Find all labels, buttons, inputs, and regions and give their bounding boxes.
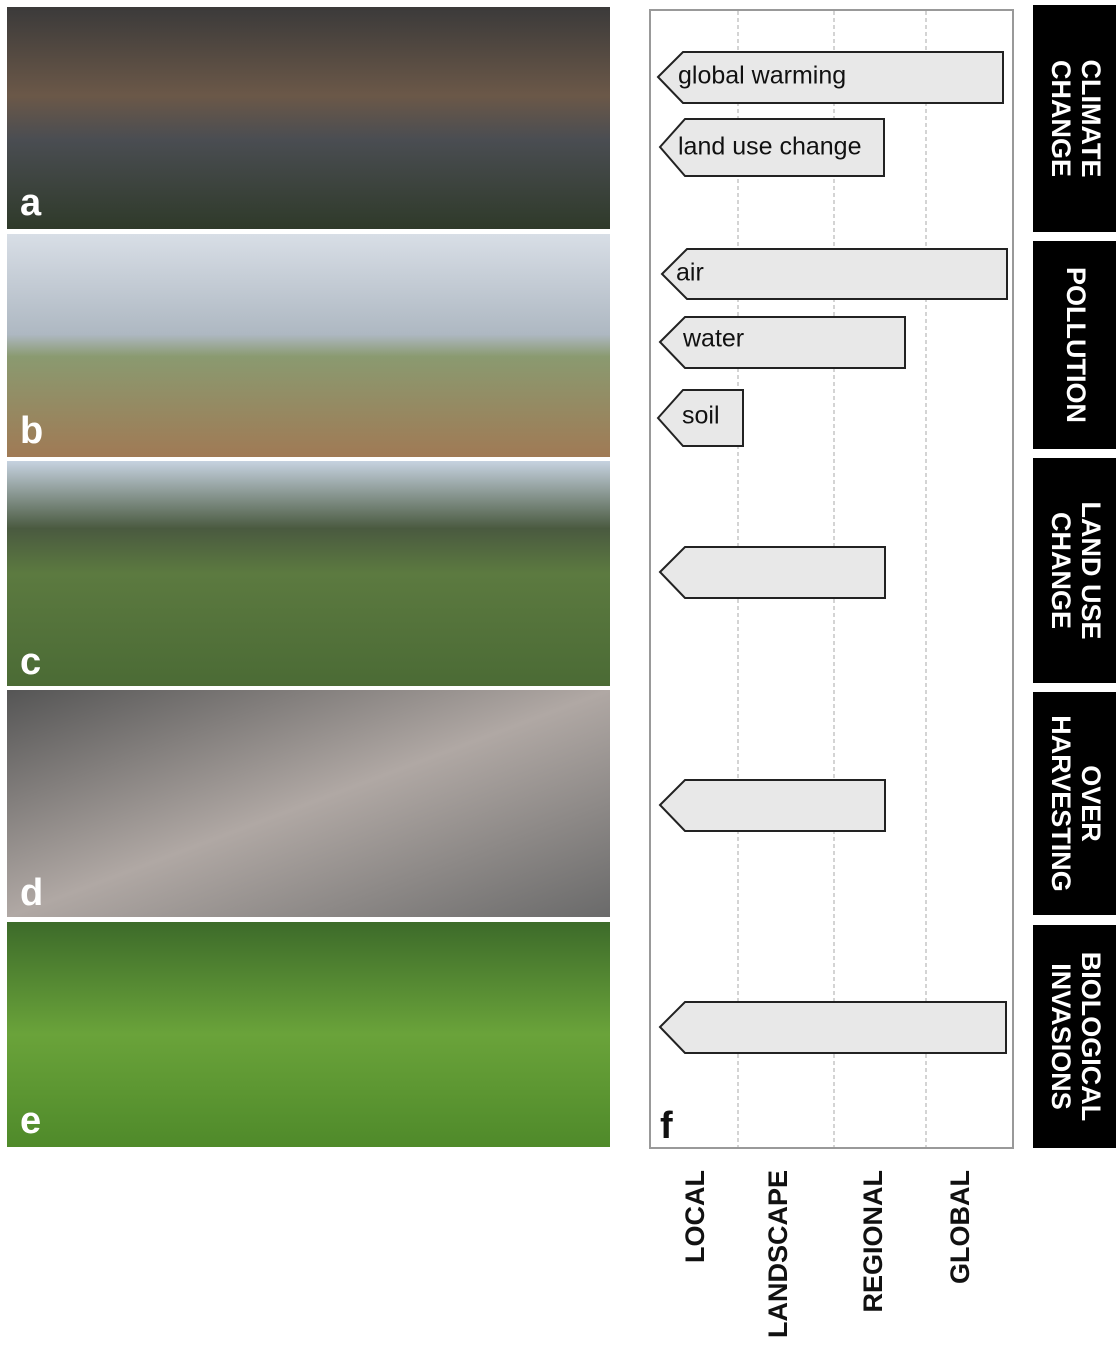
driver-label: POLLUTION [1061, 267, 1091, 423]
panel-label: f [660, 1105, 673, 1147]
arrow [658, 1001, 1007, 1054]
driver-label: INVASIONS [1046, 963, 1076, 1110]
arrow [658, 546, 886, 599]
driver-label: OVER [1076, 765, 1106, 842]
driver-label: CLIMATE [1076, 60, 1106, 178]
driver-box [1033, 241, 1116, 449]
driver-label: HARVESTING [1046, 715, 1076, 892]
driver-label: CHANGE [1046, 512, 1076, 629]
panel-label: b [20, 410, 43, 452]
arrow [656, 389, 744, 447]
driver-label: BIOLOGICAL [1076, 952, 1106, 1122]
driver-box [1033, 458, 1116, 683]
arrow-label: land use change [678, 133, 861, 161]
photo [7, 7, 610, 229]
scale-label: LOCAL [680, 1170, 710, 1263]
panel-label: c [20, 641, 41, 683]
scale-label: LANDSCAPE [763, 1170, 793, 1338]
driver-label: LAND USE [1076, 501, 1106, 639]
arrow-label: water [682, 325, 744, 353]
driver-label: CHANGE [1046, 60, 1076, 177]
scale-label: GLOBAL [945, 1170, 975, 1284]
arrow-label: air [676, 259, 704, 287]
panel-label: a [20, 182, 42, 224]
driver-box [1033, 925, 1116, 1148]
arrow-label: soil [682, 402, 720, 430]
driver-box [1033, 692, 1116, 915]
photo [7, 690, 610, 917]
panel-label: d [20, 872, 43, 914]
photo [7, 234, 610, 457]
arrow [658, 779, 886, 832]
arrow [658, 118, 885, 177]
driver-box [1033, 5, 1116, 232]
arrow-label: global warming [678, 62, 846, 90]
photo [7, 461, 610, 686]
arrow [656, 51, 1004, 104]
photo [7, 922, 610, 1147]
arrow [660, 248, 1008, 300]
scale-label: REGIONAL [858, 1170, 888, 1313]
panel-label: e [20, 1100, 41, 1142]
arrow [658, 316, 906, 369]
